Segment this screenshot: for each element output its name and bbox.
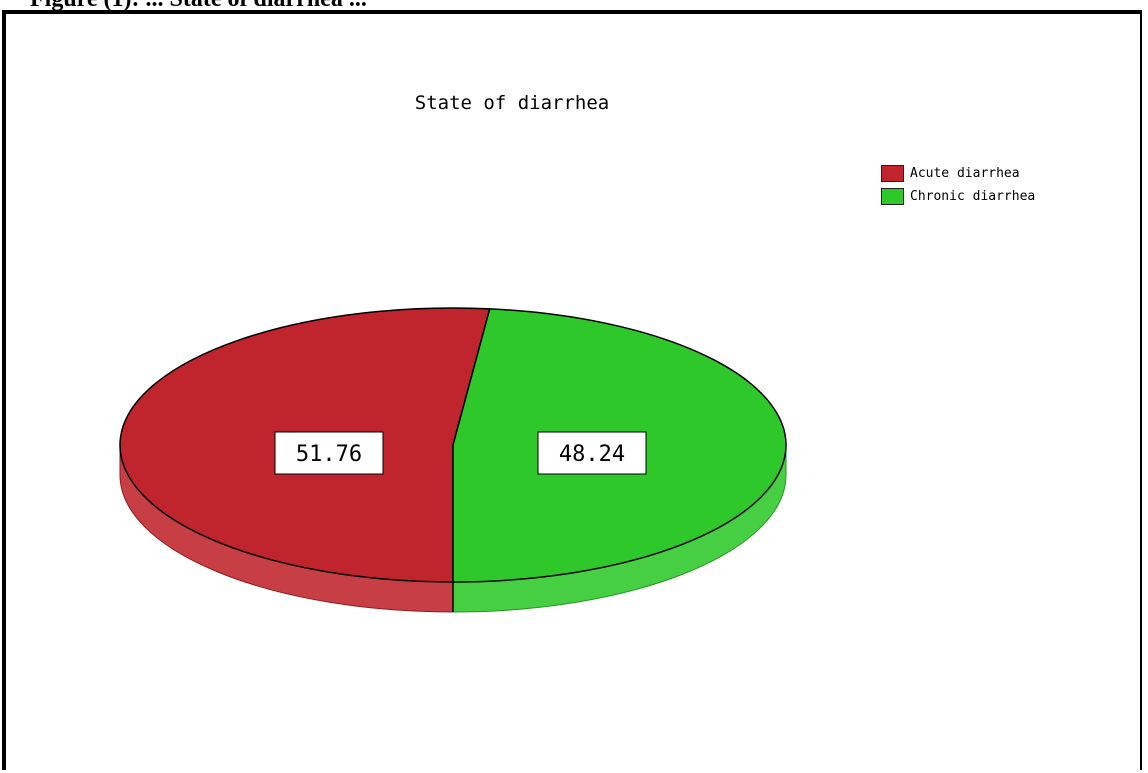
data-label-box	[537, 431, 647, 475]
legend-label-acute: Acute diarrhea	[910, 165, 1020, 181]
chart-title: State of diarrhea	[0, 92, 1148, 114]
data-label-text: 48.24	[559, 442, 625, 467]
legend-item-chronic: Chronic diarrhea	[881, 186, 1035, 206]
data-label-text: 51.76	[296, 442, 362, 467]
figure-caption: Figure (1): ... State of diarrhea ...	[0, 0, 1148, 12]
legend: Acute diarrhea Chronic diarrhea	[881, 163, 1035, 209]
legend-item-acute: Acute diarrhea	[881, 163, 1035, 183]
legend-swatch-chronic	[881, 187, 904, 205]
data-label-acute: 51.76	[274, 431, 384, 475]
chart-title-text: State of diarrhea	[414, 92, 610, 114]
legend-swatch-acute	[881, 164, 904, 182]
data-label-box	[274, 431, 384, 475]
legend-label-chronic: Chronic diarrhea	[910, 188, 1036, 204]
data-label-chronic: 48.24	[537, 431, 647, 475]
figure-caption-text: Figure (1): ... State of diarrhea ...	[30, 0, 367, 12]
